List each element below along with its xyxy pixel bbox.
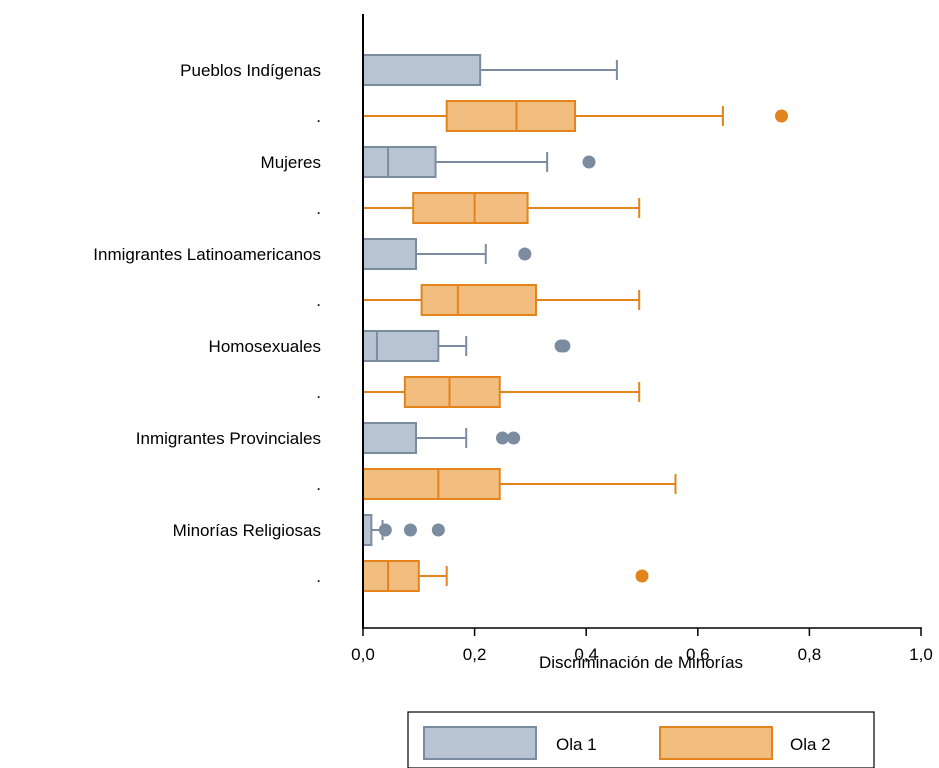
legend-label-ola-2: Ola 2 (790, 735, 831, 754)
category-secondary-label: . (316, 107, 321, 126)
outlier-cat3-s1-1 (557, 339, 571, 353)
legend-swatch-ola-2 (659, 726, 773, 760)
box-cat0-s2 (445, 100, 577, 132)
category-secondary-label: . (316, 383, 321, 402)
category-label: Inmigrantes Provinciales (136, 429, 321, 448)
outlier-cat5-s1-0 (378, 523, 392, 537)
outlier-cat4-s1-1 (507, 431, 521, 445)
legend-swatch-ola-1 (423, 726, 537, 760)
category-label: Inmigrantes Latinoamericanos (93, 245, 321, 264)
box-cat3-s1 (362, 330, 440, 362)
x-axis-title: Discriminación de Minorías (539, 653, 743, 672)
category-label: Mujeres (261, 153, 321, 172)
box-cat1-s1 (362, 146, 437, 178)
x-tick-label: 0,0 (351, 645, 375, 664)
outlier-cat5-s1-1 (403, 523, 417, 537)
box-cat4-s1 (362, 422, 418, 454)
box-cat5-s1 (362, 514, 373, 546)
x-tick-label: 0,6 (686, 645, 710, 664)
outlier-cat4-s1-0 (496, 431, 509, 445)
x-tick-label: 0,4 (574, 645, 598, 664)
x-tick-label: 1,0 (909, 645, 933, 664)
boxes-layer (362, 54, 788, 592)
category-label: Minorías Religiosas (173, 521, 321, 540)
category-label: Homosexuales (209, 337, 321, 356)
box-cat5-s2 (362, 560, 420, 592)
box-cat1-s2 (412, 192, 529, 224)
outlier-cat5-s1-2 (431, 523, 445, 537)
category-secondary-label: . (316, 199, 321, 218)
category-labels: Pueblos Indígenas. Mujeres. Inmigrantes La… (93, 61, 321, 586)
category-secondary-label: . (316, 567, 321, 586)
outlier-cat5-s2-0 (635, 569, 649, 583)
x-axis-ticks: 0,0 0,2 0,4 0,6 0,8 1,0 (351, 628, 933, 664)
legend-label-ola-1: Ola 1 (556, 735, 597, 754)
outlier-cat2-s1-0 (518, 247, 532, 261)
box-cat4-s2 (362, 468, 501, 500)
box-cat2-s2 (420, 284, 537, 316)
box-cat0-s1 (362, 54, 482, 86)
category-secondary-label: . (316, 291, 321, 310)
x-tick-label: 0,8 (798, 645, 822, 664)
outlier-cat1-s1-0 (582, 155, 596, 169)
outlier-cat0-s2-0 (775, 109, 788, 123)
category-label: Pueblos Indígenas (180, 61, 321, 80)
legend: Ola 1 Ola 2 (407, 711, 875, 768)
box-cat2-s1 (362, 238, 418, 270)
category-secondary-label: . (316, 475, 321, 494)
box-cat3-s2 (403, 376, 501, 408)
x-tick-label: 0,2 (463, 645, 487, 664)
